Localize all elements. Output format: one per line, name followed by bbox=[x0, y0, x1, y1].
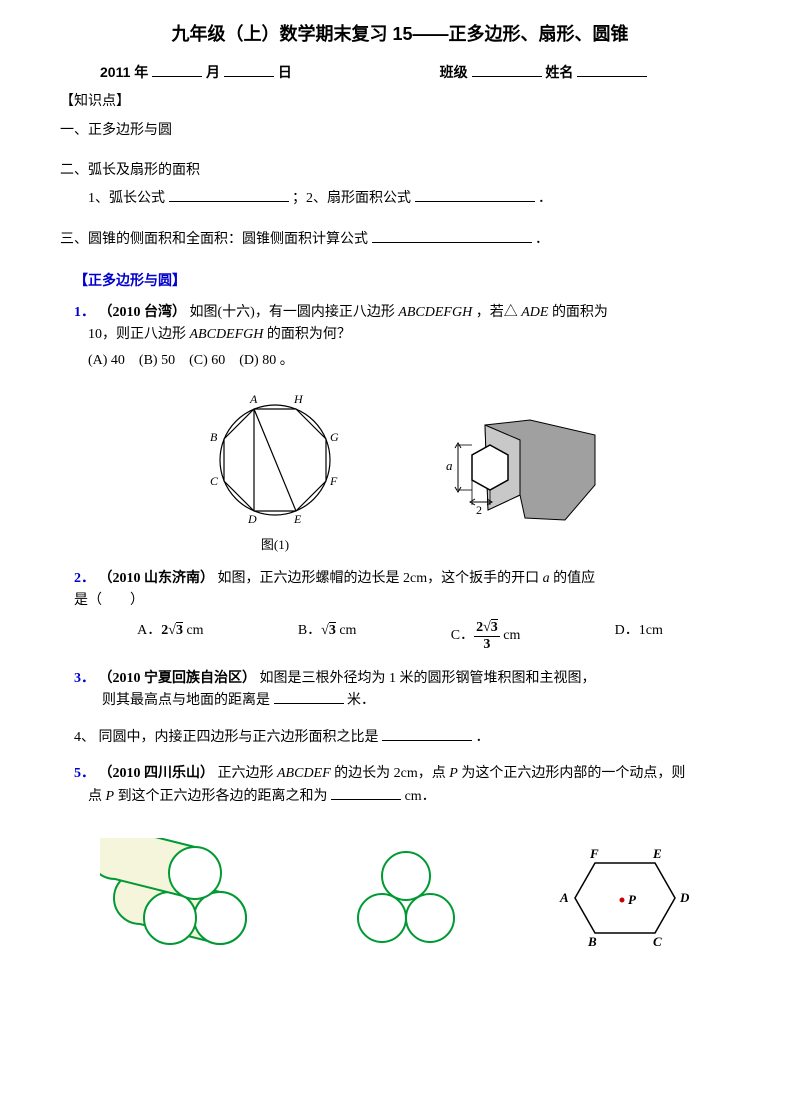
q2-var: a bbox=[543, 571, 550, 586]
svg-text:A: A bbox=[559, 890, 569, 905]
day-label: 日 bbox=[278, 64, 292, 80]
q3-text: 如图是三根外径均为 1 米的圆形钢管堆积图和主视图， bbox=[260, 671, 596, 686]
q5-text3: 为这个正六边形内部的一个动点，则 bbox=[461, 766, 685, 781]
q1-poly1: ABCDEFGH bbox=[398, 305, 472, 320]
q5-p2: P bbox=[106, 789, 115, 804]
arc-formula-label: 1、弧长公式 bbox=[88, 191, 165, 206]
fig1-caption: 图(1) bbox=[200, 535, 350, 556]
section-2-sub: 1、弧长公式 ；2、扇形面积公式 ． bbox=[60, 188, 740, 210]
q1-num: 1． bbox=[74, 305, 95, 320]
q4-end: ． bbox=[476, 730, 490, 745]
svg-text:C: C bbox=[210, 474, 219, 488]
section-3: 三、圆锥的侧面积和全面积：圆锥侧面积计算公式 ． bbox=[60, 229, 740, 251]
svg-text:F: F bbox=[329, 474, 338, 488]
question-1: 1． （2010 台湾） 如图(十六)，有一圆内接正八边形 ABCDEFGH ，… bbox=[60, 302, 740, 347]
blank-name bbox=[577, 63, 647, 77]
q2-num: 2． bbox=[74, 571, 95, 586]
page-title: 九年级（上）数学期末复习 15——正多边形、扇形、圆锥 bbox=[60, 20, 740, 49]
blank-q4 bbox=[382, 727, 472, 741]
svg-text:E: E bbox=[652, 846, 662, 861]
svg-text:H: H bbox=[293, 392, 304, 406]
svg-text:A: A bbox=[249, 392, 258, 406]
svg-text:D: D bbox=[247, 512, 257, 526]
blank-q3 bbox=[274, 690, 344, 704]
hexagon-figure: P F E D C B A bbox=[540, 828, 700, 968]
blank-class bbox=[472, 63, 542, 77]
period-1: ． bbox=[538, 191, 552, 206]
q2-text1: 如图，正六边形螺帽的边长是 2cm，这个扳手的开口 bbox=[218, 571, 543, 586]
sector-formula-label: ；2、扇形面积公式 bbox=[292, 191, 411, 206]
blank-sector bbox=[415, 188, 535, 202]
svg-text:E: E bbox=[293, 512, 302, 526]
svg-text:2: 2 bbox=[476, 503, 482, 517]
svg-text:C: C bbox=[653, 934, 662, 949]
q2-source: （2010 山东济南） bbox=[99, 571, 215, 586]
pipes-3d-figure bbox=[100, 838, 270, 958]
q5-line2b: 到这个正六边形各边的距离之和为 bbox=[118, 789, 328, 804]
svg-text:F: F bbox=[589, 846, 599, 861]
blank-arc bbox=[169, 188, 289, 202]
question-2: 2． （2010 山东济南） 如图，正六边形螺帽的边长是 2cm，这个扳手的开口… bbox=[60, 568, 740, 613]
date-row: 2011 年 月 日 班级 姓名 bbox=[60, 61, 740, 83]
svg-text:D: D bbox=[679, 890, 690, 905]
knowledge-header: 【知识点】 bbox=[60, 91, 740, 113]
q4-text: 同圆中，内接正四边形与正六边形面积之比是 bbox=[99, 730, 379, 745]
q1-line2b: 的面积为何？ bbox=[267, 327, 351, 342]
q1-text1: 如图(十六)，有一圆内接正八边形 bbox=[190, 305, 399, 320]
q1-text3: 的面积为 bbox=[552, 305, 608, 320]
section-1: 一、正多边形与圆 bbox=[60, 120, 740, 142]
blank-q5 bbox=[331, 786, 401, 800]
q1-source: （2010 台湾） bbox=[99, 305, 187, 320]
q2-line2: 是（ ） bbox=[74, 593, 144, 608]
q5-p: P bbox=[449, 766, 458, 781]
wrench-figure: a 2 bbox=[430, 410, 600, 530]
period-2: ． bbox=[535, 232, 549, 247]
svg-text:B: B bbox=[210, 430, 218, 444]
year-label: 2011 年 bbox=[100, 64, 148, 80]
q2-optC: C．2√33 cm bbox=[451, 620, 521, 652]
svg-text:P: P bbox=[628, 892, 637, 907]
q1-tri: ADE bbox=[521, 305, 548, 320]
octagon-figure: A H G F E D C B 图(1) bbox=[200, 385, 350, 556]
q5-num: 5． bbox=[74, 766, 95, 781]
blank-month bbox=[152, 63, 202, 77]
cone-label: 三、圆锥的侧面积和全面积：圆锥侧面积计算公式 bbox=[60, 232, 368, 247]
q1-options: (A) 40 (B) 50 (C) 60 (D) 80 。 bbox=[60, 350, 740, 372]
class-label: 班级 bbox=[440, 64, 468, 80]
q5-poly: ABCDEF bbox=[277, 766, 331, 781]
q1-poly2: ABCDEFGH bbox=[190, 327, 264, 342]
q1-text2: ，若△ bbox=[476, 305, 518, 320]
q3-unit: 米． bbox=[347, 693, 375, 708]
name-label: 姓名 bbox=[545, 64, 573, 80]
blank-day bbox=[224, 63, 274, 77]
pipes-front-figure bbox=[350, 848, 460, 948]
q3-line2: 则其最高点与地面的距离是 bbox=[74, 693, 270, 708]
svg-text:B: B bbox=[587, 934, 597, 949]
subsection-title: 【正多边形与圆】 bbox=[60, 271, 740, 293]
q4-num: 4、 bbox=[74, 730, 95, 745]
blank-cone bbox=[372, 229, 532, 243]
section-2: 二、弧长及扇形的面积 bbox=[60, 160, 740, 182]
q1-line2a: 10，则正八边形 bbox=[74, 327, 190, 342]
q2-optD: D．1cm bbox=[615, 620, 663, 652]
q5-source: （2010 四川乐山） bbox=[99, 766, 215, 781]
q3-num: 3． bbox=[74, 671, 95, 686]
figure-row-1: A H G F E D C B 图(1) a bbox=[60, 385, 740, 556]
month-label: 月 bbox=[206, 64, 220, 80]
question-5: 5． （2010 四川乐山） 正六边形 ABCDEF 的边长为 2cm，点 P … bbox=[60, 763, 740, 808]
q2-text2: 的值应 bbox=[553, 571, 595, 586]
q5-unit: cm． bbox=[405, 789, 436, 804]
question-4: 4、 同圆中，内接正四边形与正六边形面积之比是 ． bbox=[60, 727, 740, 749]
q5-line2a: 点 bbox=[74, 789, 106, 804]
figure-row-2: P F E D C B A bbox=[60, 828, 740, 968]
svg-text:a: a bbox=[446, 458, 453, 473]
q2-optA: A．2√3 cm bbox=[137, 620, 203, 652]
svg-text:G: G bbox=[330, 430, 339, 444]
q2-options: A．2√3 cm B．√3 cm C．2√33 cm D．1cm bbox=[60, 618, 740, 654]
question-3: 3． （2010 宁夏回族自治区） 如图是三根外径均为 1 米的圆形钢管堆积图和… bbox=[60, 668, 740, 713]
q5-text2: 的边长为 2cm，点 bbox=[334, 766, 449, 781]
q2-optB: B．√3 cm bbox=[298, 620, 357, 652]
q5-text1: 正六边形 bbox=[218, 766, 278, 781]
q3-source: （2010 宁夏回族自治区） bbox=[99, 671, 257, 686]
